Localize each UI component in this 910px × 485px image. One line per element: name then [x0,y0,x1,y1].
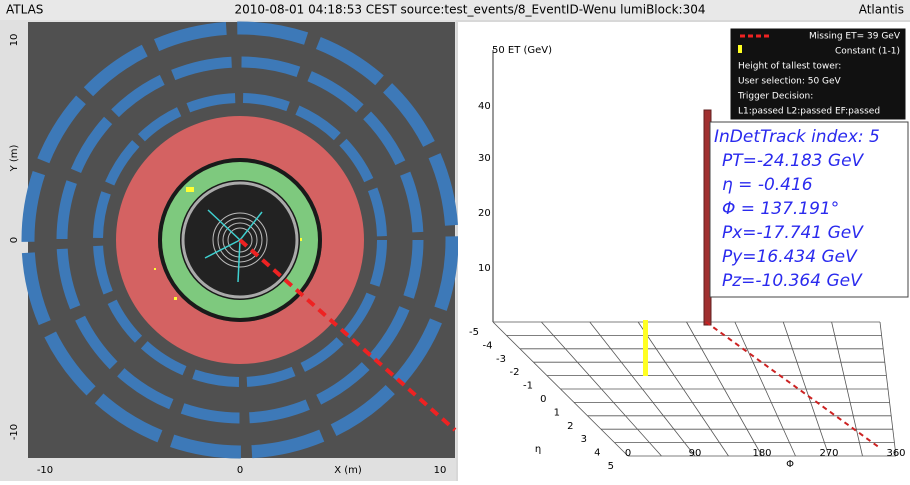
eta-tick-label: 3 [581,434,587,445]
em-calorimeter [162,162,318,318]
track-info-line: PT=-24.183 GeV [722,151,865,171]
missing-et-line [238,238,457,432]
et-tick-label: 20 [478,208,491,219]
eta-tick-label: -5 [469,327,479,338]
eta-axis-title: η [535,444,541,455]
x-axis-title: X (m) [334,465,362,476]
eta-tick-label: -3 [496,354,506,365]
phi-tick-label: 0 [625,448,631,459]
track-info-box [709,121,909,298]
inner-detector [212,212,268,268]
track-info-line: η = -0.416 [722,175,813,195]
phi-tick-label: 180 [752,448,771,459]
tracks [204,209,263,283]
eta-tick-label: 5 [608,461,614,472]
muon-chambers [21,21,459,459]
et-tick-label: 30 [478,153,491,164]
legend-text: Height of tallest tower: [738,62,841,72]
legend-text: Missing ET= 39 GeV [809,32,901,42]
track-info-line: InDetTrack index: 5 [714,127,880,147]
y-tick-label: 10 [9,34,20,47]
y-axis-title: Y (m) [9,144,20,172]
et-tick-label: 10 [478,263,491,274]
et-tick-label: 40 [478,101,491,112]
track-info-line: Pz=-10.364 GeV [722,271,863,291]
y-tick-label: 0 [9,237,20,243]
header-right: Atlantis [859,3,904,17]
lego-view: 50 ET (GeV) 40 30 20 10 Φ η -5-4-3-2-101… [458,22,910,481]
xy-view: 10 0 -10 Y (m) -10 0 10 X (m) [0,20,459,481]
legend-box [729,27,907,121]
x-tick-label: -10 [37,465,53,476]
eta-tick-label: 1 [554,407,560,418]
phi-tick-label: 270 [819,448,838,459]
eta-tick-label: 2 [567,421,573,432]
legend-text: Constant (1-1) [835,47,900,57]
eta-tick-label: -1 [523,381,533,392]
x-tick-label: 0 [237,465,243,476]
phi-tick-label: 90 [689,448,702,459]
header-bar [0,0,910,20]
yellow-tower [643,320,648,376]
y-tick-label: -10 [9,424,20,440]
legend-text: Trigger Decision: [737,92,813,102]
lego-grid [492,321,897,457]
hadronic-calorimeter [116,116,364,364]
phi-axis-title: Φ [786,459,794,470]
phi-tick-label: 360 [886,448,905,459]
eta-tick-label: -2 [510,367,520,378]
eta-tick-label: 4 [594,448,600,459]
x-tick-label: 10 [434,465,447,476]
et-axis-title: 50 ET (GeV) [492,45,552,56]
legend-text: L1:passed L2:passed EF:passed [738,107,880,117]
track-info-line: Px=-17.741 GeV [722,223,864,243]
track-info-line: Py=16.434 GeV [722,247,858,267]
header-left: ATLAS [6,3,43,17]
eta-tick-label: -4 [483,340,493,351]
track-info-line: Φ = 137.191° [722,199,839,219]
header-center: 2010-08-01 04:18:53 CEST source:test_eve… [235,3,706,17]
legend-swatch [738,45,742,53]
energy-deposits [154,187,302,300]
eta-tick-label: 0 [540,394,546,405]
legend-text: User selection: 50 GeV [738,77,842,87]
